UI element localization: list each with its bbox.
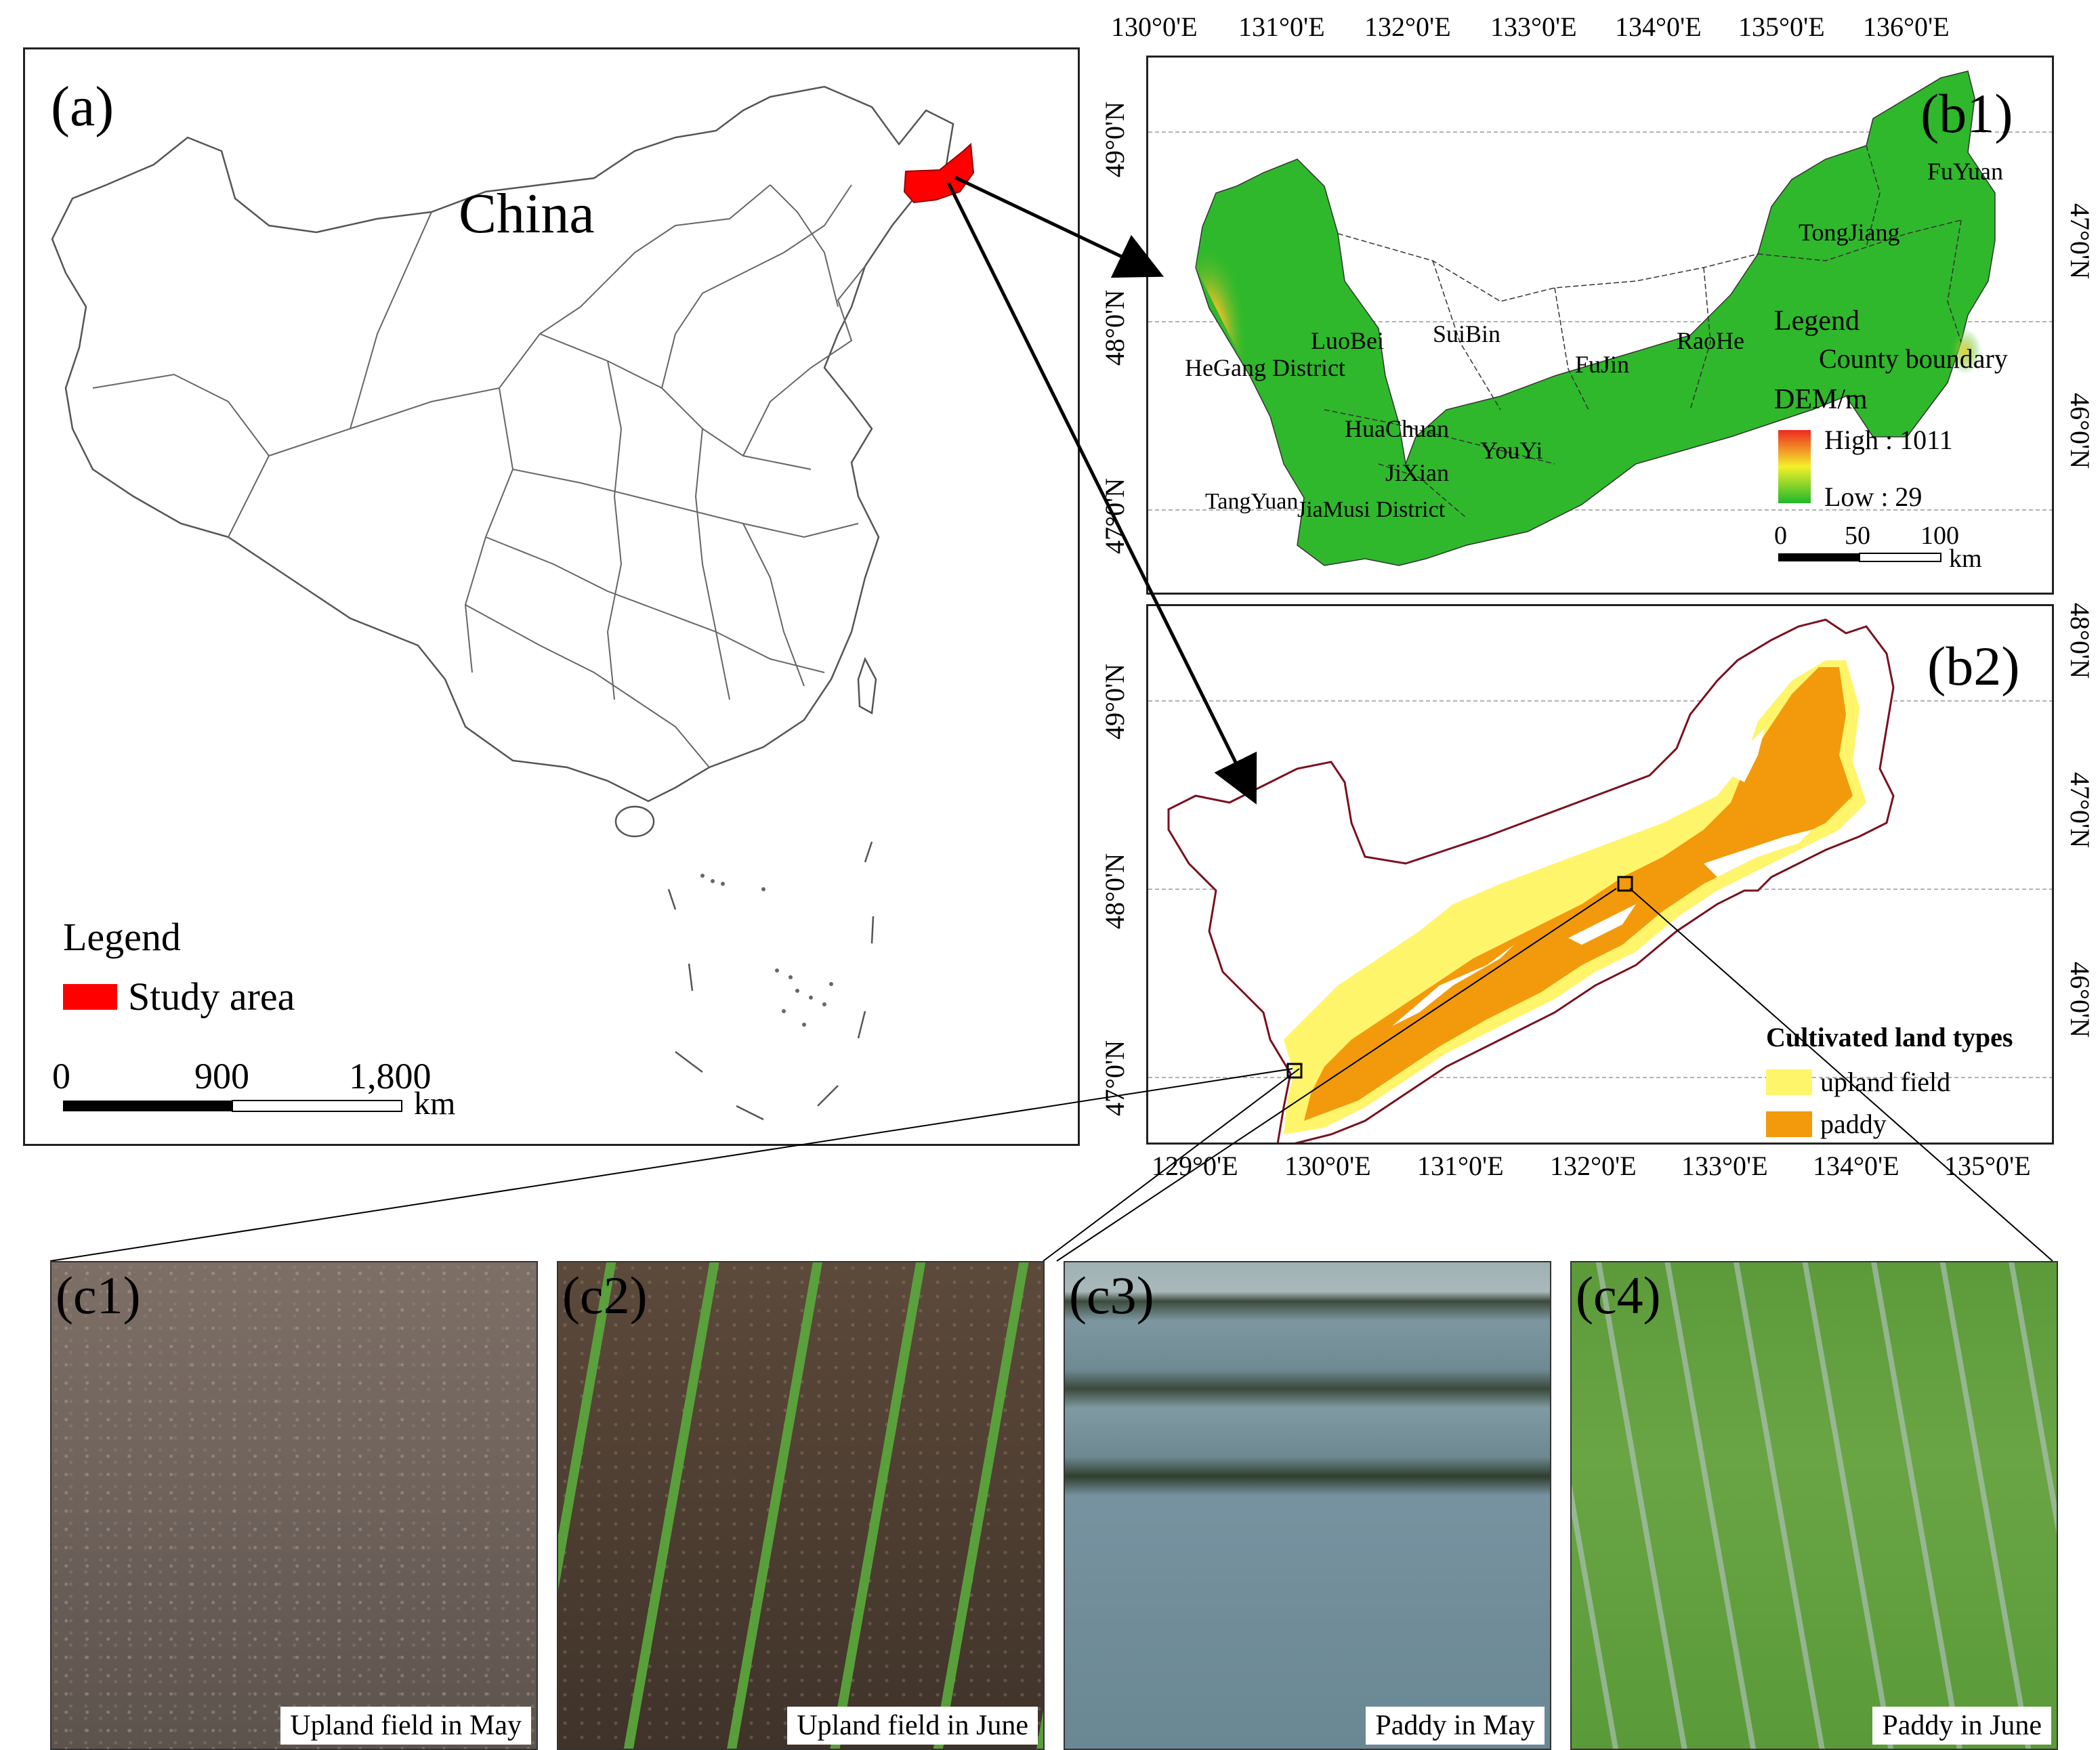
photo-caption: Paddy in June [1872, 1706, 2051, 1745]
b1-scale-bar-white [1859, 553, 1941, 562]
county-label-jixian: JiXian [1385, 459, 1449, 486]
photo-c1-upland-may: (c1) Upland field in May [50, 1261, 538, 1750]
b2-bottom-tick: 129°0'E [1152, 1151, 1238, 1181]
panel-b2-cultivated-land-map: (b2) Cultivated land types upland field … [1146, 604, 2054, 1150]
b1-left-tick: 48°0'N [1099, 289, 1130, 366]
china-outline-map: (a) China Legend Study area 0 900 1,800 … [51, 75, 975, 1122]
county-label-huachuan: HuaChuan [1345, 415, 1449, 442]
panel-a-scale-tick: 900 [194, 1056, 249, 1096]
panel-b1-dem-map: FuYuan TongJiang LuoBei SuiBin FuJin Rao… [1146, 56, 2054, 595]
paddy-legend-label: paddy [1820, 1109, 1887, 1139]
b2-right-tick: 46°0'N [2065, 962, 2095, 1038]
study-area-legend-swatch [63, 984, 117, 1010]
b1-scale-bar-black [1778, 553, 1860, 561]
panel-b2-label: (b2) [1927, 635, 2020, 697]
county-label-youyi: YouYi [1480, 437, 1542, 464]
sample-site-box-east [1617, 876, 1633, 892]
county-label-tongjiang: TongJiang [1799, 219, 1899, 246]
b1-scale-tick: 100 [1920, 521, 1959, 550]
county-label-tangyuan: TangYuan [1205, 489, 1298, 514]
province-boundaries [92, 184, 866, 768]
panel-a-label: (a) [51, 75, 114, 138]
cultivated-land-svg: (b2) Cultivated land types upland field … [1148, 618, 2052, 1150]
photo-label: (c2) [562, 1266, 648, 1325]
study-area-legend-label: Study area [128, 975, 295, 1019]
b1-left-tick: 49°0'N [1099, 101, 1130, 177]
dem-color-ramp [1778, 430, 1811, 503]
b1-legend-low: Low : 29 [1824, 482, 1922, 512]
b2-bottom-tick: 130°0'E [1284, 1151, 1371, 1181]
b1-legend-high: High : 1011 [1824, 425, 1953, 455]
panel-a-legend-title: Legend [63, 915, 181, 959]
paddy-legend-swatch [1766, 1111, 1812, 1137]
country-name-label: China [459, 182, 595, 245]
b2-bottom-tick: 131°0'E [1417, 1151, 1504, 1181]
b1-top-tick: 131°0'E [1238, 12, 1325, 42]
panel-a-china-map: (a) China Legend Study area 0 900 1,800 … [23, 47, 1080, 1146]
photo-c2-upland-june: (c2) Upland field in June [557, 1261, 1045, 1750]
b1-top-tick: 132°0'E [1364, 12, 1451, 42]
b2-bottom-tick: 135°0'E [1944, 1151, 2031, 1181]
photo-c3-paddy-may: (c3) Paddy in May [1064, 1261, 1551, 1750]
b2-bottom-tick: 133°0'E [1681, 1151, 1768, 1181]
photo-c4-paddy-june: (c4) Paddy in June [1570, 1261, 2058, 1750]
b2-right-tick: 47°0'N [2065, 772, 2095, 849]
b1-legend-dem-title: DEM/m [1774, 384, 1868, 415]
study-area-highlight [903, 142, 975, 204]
county-label-hegang-district: HeGang District [1185, 354, 1345, 381]
b2-right-tick: 48°0'N [2065, 603, 2095, 679]
b1-top-tick: 134°0'E [1615, 12, 1702, 42]
photo-caption: Paddy in May [1366, 1706, 1545, 1745]
county-label-suibin: SuiBin [1433, 320, 1500, 347]
b1-scale-tick: 0 [1774, 521, 1787, 550]
hainan-island [614, 805, 655, 838]
b1-legend-boundary-label: County boundary [1819, 343, 2008, 374]
photo-caption: Upland field in June [787, 1706, 1038, 1745]
south-china-sea-islands [700, 874, 833, 1027]
dem-map-svg: FuYuan TongJiang LuoBei SuiBin FuJin Rao… [1148, 70, 2052, 573]
upland-field-legend-swatch [1766, 1069, 1812, 1095]
b1-scale-tick: 50 [1845, 521, 1870, 550]
b1-top-tick: 136°0'E [1863, 12, 1950, 42]
photo-caption: Upland field in May [280, 1706, 531, 1745]
panel-a-scale-bar-black [63, 1101, 232, 1111]
b1-right-tick: 47°0'N [2065, 203, 2095, 280]
taiwan-island [857, 656, 877, 714]
b2-left-tick: 49°0'N [1099, 663, 1130, 740]
b1-left-tick: 47°0'N [1099, 477, 1130, 554]
nine-dash-line [667, 841, 875, 1121]
b1-legend-title: Legend [1774, 305, 1860, 337]
county-label-luobei: LuoBei [1311, 327, 1384, 354]
b2-left-tick: 47°0'N [1099, 1040, 1130, 1116]
photo-label: (c1) [56, 1266, 141, 1325]
county-label-jiamusi-district: JiaMusi District [1297, 497, 1446, 522]
b1-top-tick: 133°0'E [1490, 12, 1577, 42]
b2-left-tick: 48°0'N [1099, 853, 1130, 929]
b1-top-tick: 135°0'E [1738, 12, 1825, 42]
b2-bottom-tick: 132°0'E [1550, 1151, 1637, 1181]
upland-field-legend-label: upland field [1820, 1067, 1950, 1097]
b1-top-tick: 130°0'E [1111, 12, 1198, 42]
panel-b1-label: (b1) [1920, 83, 2013, 144]
county-label-fujin: FuJin [1575, 351, 1629, 378]
b1-right-tick: 46°0'N [2065, 393, 2095, 469]
panel-a-scale-bar-white [232, 1100, 402, 1112]
b2-legend-title: Cultivated land types [1766, 1022, 2013, 1052]
photo-label: (c3) [1069, 1266, 1154, 1325]
b2-bottom-tick: 134°0'E [1813, 1151, 1899, 1181]
county-boundaries [1324, 145, 1962, 519]
b1-scale-unit: km [1949, 545, 1982, 573]
county-label-fuyuan: FuYuan [1927, 158, 2003, 185]
county-label-raohe: RaoHe [1677, 327, 1744, 354]
panel-a-scale-unit: km [414, 1086, 455, 1122]
photo-label: (c4) [1576, 1266, 1661, 1325]
panel-a-scale-tick: 0 [52, 1056, 70, 1096]
